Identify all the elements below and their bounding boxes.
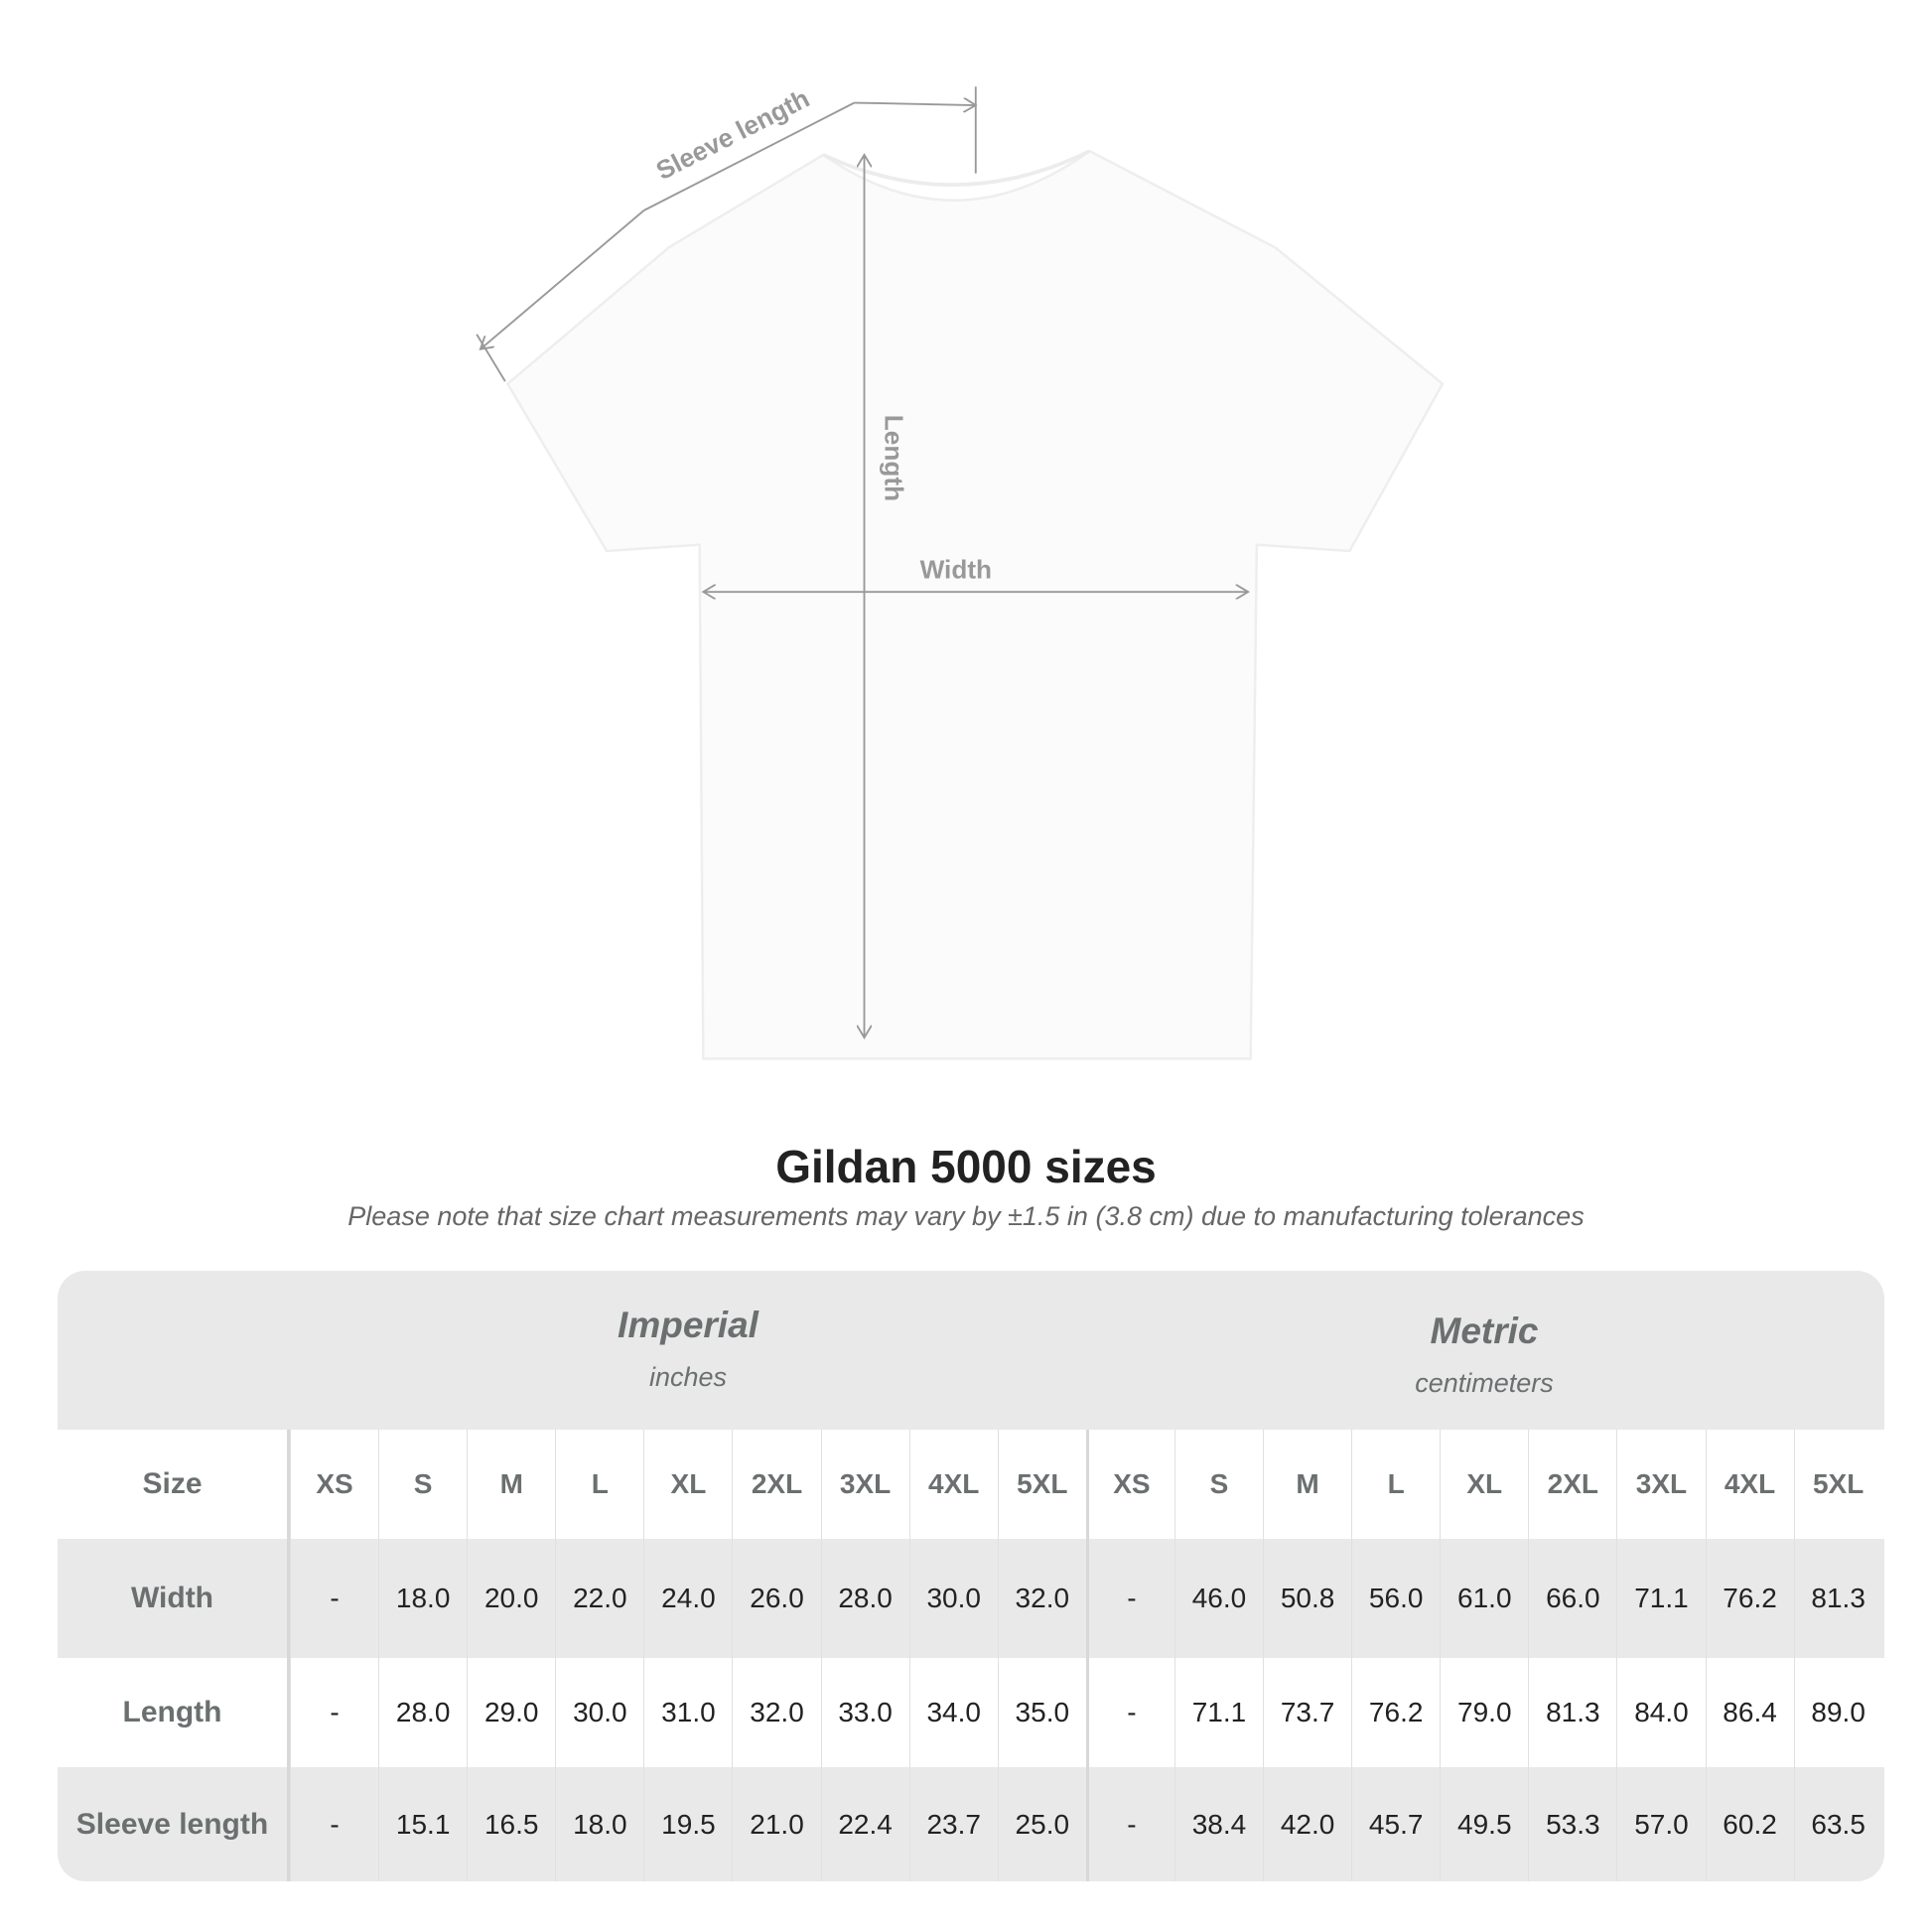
metric-value: 45.7 <box>1351 1767 1440 1881</box>
metric-size-header: 5XL <box>1793 1430 1882 1539</box>
metric-group: Metric centimeters <box>1086 1311 1882 1399</box>
imperial-value: 34.0 <box>908 1658 998 1767</box>
metric-value: - <box>1085 1539 1174 1658</box>
imperial-value: 15.1 <box>378 1767 467 1881</box>
row-label: Width <box>58 1539 290 1658</box>
metric-size-header: L <box>1351 1430 1440 1539</box>
imperial-value: 22.0 <box>555 1539 643 1658</box>
metric-value: 89.0 <box>1793 1658 1882 1767</box>
table-row: Length -28.0 29.0 30.0 31.0 32.0 33.0 34.0 35.0-… <box>58 1658 1884 1767</box>
metric-value: 56.0 <box>1351 1539 1440 1658</box>
metric-value: 76.2 <box>1351 1658 1440 1767</box>
metric-value: 63.5 <box>1793 1767 1882 1881</box>
imperial-value: 28.0 <box>820 1539 909 1658</box>
imperial-size-header: XL <box>643 1430 732 1539</box>
metric-value: 71.1 <box>1173 1658 1263 1767</box>
imperial-size-header: 2XL <box>732 1430 820 1539</box>
imperial-size-header: M <box>467 1430 555 1539</box>
imperial-value: 21.0 <box>732 1767 820 1881</box>
metric-size-header: XS <box>1085 1430 1174 1539</box>
metric-value: 84.0 <box>1616 1658 1705 1767</box>
imperial-size-header: 5XL <box>997 1430 1086 1539</box>
metric-unit: centimeters <box>1415 1368 1554 1398</box>
metric-value: 66.0 <box>1528 1539 1616 1658</box>
row-label: Length <box>58 1658 290 1767</box>
metric-size-header: S <box>1173 1430 1263 1539</box>
imperial-value: 30.0 <box>908 1539 998 1658</box>
metric-value: 81.3 <box>1793 1539 1882 1658</box>
metric-size-header: 2XL <box>1528 1430 1616 1539</box>
metric-value: 42.0 <box>1263 1767 1351 1881</box>
sleeve-length-line <box>481 209 645 349</box>
metric-value: 53.3 <box>1528 1767 1616 1881</box>
imperial-value: 35.0 <box>997 1658 1086 1767</box>
size-table: Imperial inches Metric centimeters Size X… <box>58 1271 1884 1881</box>
metric-value: 81.3 <box>1528 1658 1616 1767</box>
tolerance-note: Please note that size chart measurements… <box>347 1201 1585 1231</box>
imperial-size-header: 4XL <box>908 1430 998 1539</box>
imperial-value: 23.7 <box>908 1767 998 1881</box>
unit-header: Imperial inches Metric centimeters <box>58 1271 1884 1430</box>
tshirt-measurement-diagram: Sleeve length Length Width <box>476 83 1445 1060</box>
imperial-value: 24.0 <box>643 1539 732 1658</box>
metric-value: - <box>1085 1767 1174 1881</box>
metric-value: 49.5 <box>1440 1767 1528 1881</box>
metric-value: 46.0 <box>1173 1539 1263 1658</box>
imperial-value: 18.0 <box>378 1539 467 1658</box>
imperial-unit: inches <box>648 1362 728 1392</box>
table-row: Width -18.0 20.0 22.0 24.0 26.0 28.0 30.0 32.0-4… <box>58 1539 1884 1658</box>
imperial-value: 20.0 <box>467 1539 555 1658</box>
imperial-size-header: S <box>378 1430 467 1539</box>
imperial-value: 31.0 <box>643 1658 732 1767</box>
size-header-row: Size XS S M L XL 2XL 3XL 4XL 5XL XS S M L XL 2XL 3XL 4XL 5… <box>58 1430 1884 1539</box>
imperial-value: 26.0 <box>732 1539 820 1658</box>
imperial-value: 32.0 <box>997 1539 1086 1658</box>
imperial-value: 32.0 <box>732 1658 820 1767</box>
imperial-value: - <box>290 1539 378 1658</box>
imperial-value: 25.0 <box>997 1767 1086 1881</box>
metric-size-header: 4XL <box>1705 1430 1794 1539</box>
metric-value: 79.0 <box>1440 1658 1528 1767</box>
imperial-group: Imperial inches <box>290 1305 1086 1393</box>
imperial-value: - <box>290 1767 378 1881</box>
metric-value: 50.8 <box>1263 1539 1351 1658</box>
imperial-value: - <box>290 1658 378 1767</box>
metric-value: 71.1 <box>1616 1539 1705 1658</box>
imperial-value: 33.0 <box>820 1658 909 1767</box>
imperial-title: Imperial <box>618 1305 759 1345</box>
imperial-value: 28.0 <box>378 1658 467 1767</box>
metric-value: 60.2 <box>1705 1767 1794 1881</box>
metric-size-header: 3XL <box>1616 1430 1705 1539</box>
metric-value: 57.0 <box>1616 1767 1705 1881</box>
metric-value: - <box>1085 1658 1174 1767</box>
imperial-value: 30.0 <box>555 1658 643 1767</box>
metric-value: 86.4 <box>1705 1658 1794 1767</box>
length-label: Length <box>880 415 909 501</box>
imperial-value: 22.4 <box>820 1767 909 1881</box>
metric-value: 73.7 <box>1263 1658 1351 1767</box>
metric-value: 61.0 <box>1440 1539 1528 1658</box>
imperial-value: 18.0 <box>555 1767 643 1881</box>
metric-size-header: M <box>1263 1430 1351 1539</box>
tshirt-shape <box>505 149 1445 1060</box>
metric-size-header: XL <box>1440 1430 1528 1539</box>
imperial-value: 16.5 <box>467 1767 555 1881</box>
metric-value: 76.2 <box>1705 1539 1794 1658</box>
metric-title: Metric <box>1430 1311 1539 1351</box>
imperial-size-header: 3XL <box>820 1430 909 1539</box>
row-label: Sleeve length <box>58 1767 290 1881</box>
sleeve-length-label: Sleeve length <box>651 83 814 186</box>
imperial-value: 19.5 <box>643 1767 732 1881</box>
imperial-value: 29.0 <box>467 1658 555 1767</box>
size-label: Size <box>58 1430 290 1539</box>
table-row: Sleeve length -15.1 16.5 18.0 19.5 21.0 22.4 23… <box>58 1767 1884 1881</box>
page-title: Gildan 5000 sizes <box>775 1141 1157 1192</box>
metric-value: 38.4 <box>1173 1767 1263 1881</box>
imperial-size-header: XS <box>290 1430 378 1539</box>
imperial-size-header: L <box>555 1430 643 1539</box>
width-label: Width <box>920 554 992 584</box>
